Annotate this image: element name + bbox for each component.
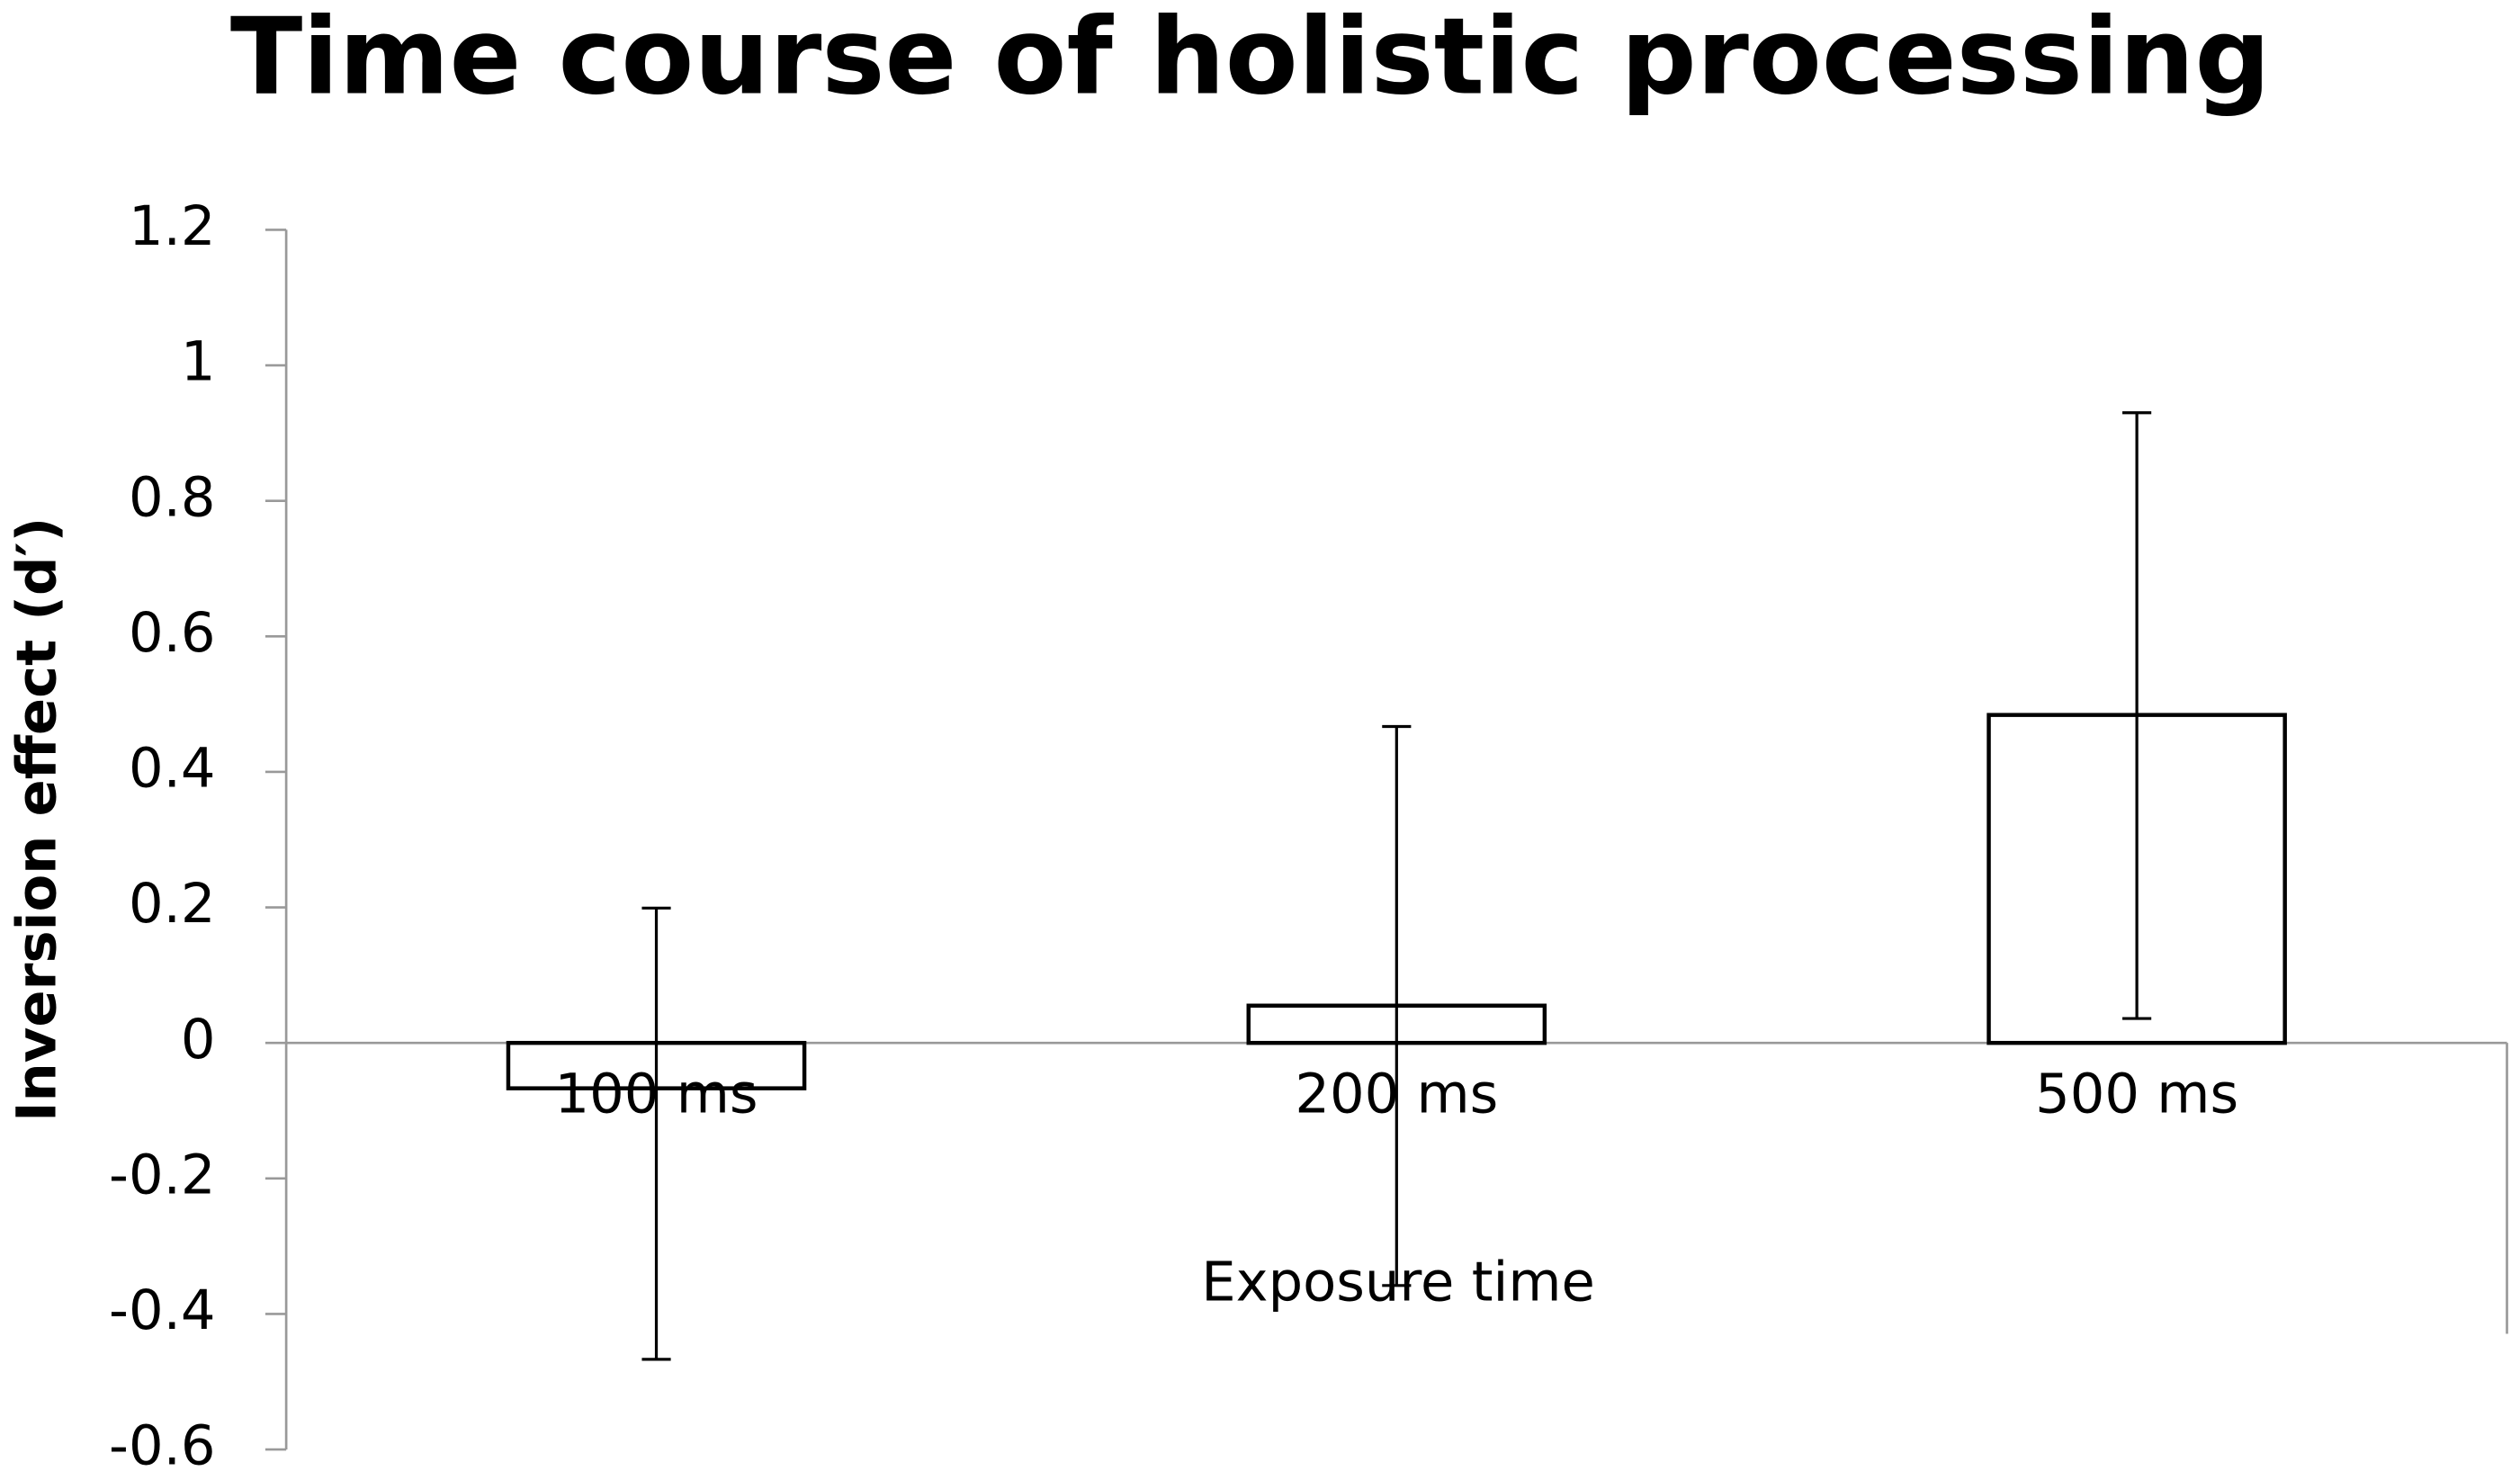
y-tick-label: 1: [181, 331, 216, 394]
y-tick-label: 0.6: [129, 602, 216, 665]
x-tick-label: 100 ms: [555, 1063, 758, 1126]
x-axis-title: Exposure time: [1201, 1251, 1595, 1314]
x-tick-label: 200 ms: [1295, 1063, 1498, 1126]
y-tick-label: 0.8: [129, 466, 216, 529]
y-tick-label: 0.2: [129, 873, 216, 936]
y-tick-label: -0.6: [109, 1415, 215, 1478]
y-axis-title: Inversion effect (d′): [5, 517, 68, 1122]
x-tick-label: 500 ms: [2035, 1063, 2238, 1126]
y-tick-label: 0.4: [129, 738, 216, 801]
y-tick-label: -0.2: [109, 1144, 215, 1206]
y-tick-label: 0: [181, 1009, 216, 1072]
y-tick-label: 1.2: [129, 195, 216, 258]
y-tick-label: -0.4: [109, 1279, 215, 1342]
chart-title: Time course of holistic processing: [230, 0, 2271, 119]
